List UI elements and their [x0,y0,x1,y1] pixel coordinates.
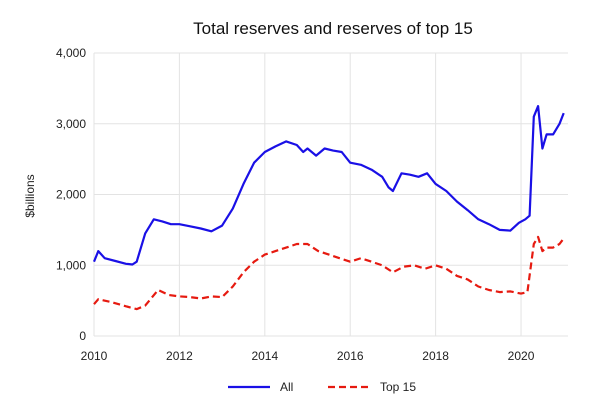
y-tick-label: 1,000 [56,258,86,272]
x-tick-label: 2016 [337,349,364,363]
x-tick-label: 2020 [508,349,535,363]
chart-title: Total reserves and reserves of top 15 [193,19,473,38]
y-tick-label: 2,000 [56,188,86,202]
y-tick-label: 3,000 [56,117,86,131]
x-tick-label: 2012 [166,349,193,363]
series-line-all [92,105,565,266]
y-axis-label: $billions [23,174,37,217]
y-tick-label: 0 [79,329,86,343]
series-lines [92,105,565,311]
x-tick-label: 2014 [251,349,278,363]
x-tick-label: 2018 [422,349,449,363]
grid [93,52,568,337]
legend-label: Top 15 [380,380,416,394]
legend-label: All [280,380,293,394]
series-line-top-15 [93,235,565,311]
x-tick-labels: 2010 2012 2014 2016 2018 2020 [81,349,535,363]
x-tick-label: 2010 [81,349,108,363]
y-tick-labels: 0 1,000 2,000 3,000 4,000 [56,46,86,343]
y-tick-label: 4,000 [56,46,86,60]
legend: All Top 15 [228,380,416,394]
